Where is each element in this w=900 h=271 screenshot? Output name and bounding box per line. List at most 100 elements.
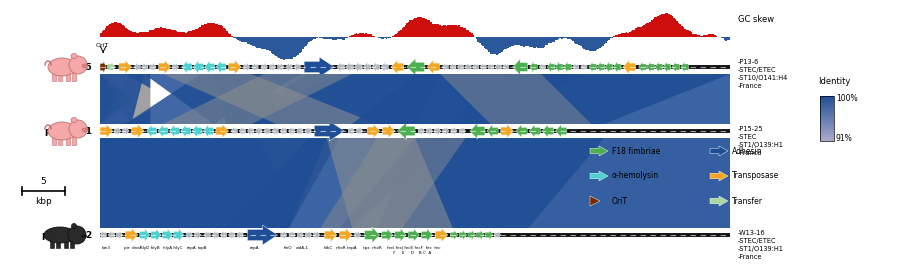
- Polygon shape: [480, 63, 486, 71]
- Circle shape: [69, 56, 87, 74]
- Polygon shape: [436, 228, 448, 242]
- Polygon shape: [543, 124, 553, 137]
- Polygon shape: [100, 231, 106, 240]
- Polygon shape: [238, 74, 440, 124]
- Text: OriT: OriT: [96, 43, 109, 48]
- Bar: [820, 127, 834, 128]
- Polygon shape: [100, 74, 188, 124]
- Polygon shape: [477, 230, 484, 240]
- Ellipse shape: [82, 64, 88, 68]
- Bar: [50, 241, 54, 248]
- Bar: [52, 73, 56, 81]
- Bar: [52, 137, 56, 145]
- Polygon shape: [289, 231, 295, 240]
- Text: pP1525-1: pP1525-1: [44, 127, 92, 136]
- Polygon shape: [229, 231, 235, 240]
- Bar: [820, 125, 834, 126]
- Ellipse shape: [71, 224, 76, 228]
- Polygon shape: [278, 63, 284, 72]
- Bar: [820, 97, 834, 98]
- Text: fecI fecJ fecE fecF  fec  fec
     F     E     D    B C  A: fecI fecJ fecE fecF fec fec F E D B C A: [387, 246, 440, 255]
- Polygon shape: [530, 62, 537, 73]
- Polygon shape: [395, 228, 406, 241]
- Polygon shape: [382, 228, 393, 241]
- Text: OriT: OriT: [612, 196, 628, 205]
- Bar: [820, 96, 834, 141]
- Polygon shape: [320, 138, 465, 228]
- Polygon shape: [408, 228, 419, 241]
- Polygon shape: [407, 59, 425, 76]
- Text: tpx  rhoR: tpx rhoR: [363, 246, 382, 250]
- Polygon shape: [100, 138, 327, 228]
- Polygon shape: [192, 124, 202, 137]
- Polygon shape: [563, 62, 572, 73]
- Polygon shape: [382, 124, 395, 138]
- Polygon shape: [286, 63, 292, 72]
- Polygon shape: [710, 146, 728, 156]
- Polygon shape: [313, 231, 320, 240]
- Polygon shape: [381, 62, 389, 72]
- Bar: [820, 103, 834, 104]
- Polygon shape: [590, 171, 608, 181]
- Polygon shape: [203, 124, 213, 137]
- Polygon shape: [348, 127, 355, 136]
- Text: oidA-1: oidA-1: [295, 246, 309, 250]
- Polygon shape: [305, 127, 311, 136]
- Text: kbp: kbp: [35, 197, 52, 206]
- Bar: [820, 139, 834, 140]
- Text: -W13-16
-STEC/ETEC
-ST1/O139:H1
-France: -W13-16 -STEC/ETEC -ST1/O139:H1 -France: [738, 230, 784, 260]
- Polygon shape: [488, 63, 494, 71]
- Bar: [70, 241, 74, 248]
- Bar: [820, 137, 834, 138]
- Text: pP136-5: pP136-5: [50, 63, 92, 72]
- Bar: [820, 109, 834, 110]
- Bar: [820, 106, 834, 107]
- Polygon shape: [468, 230, 475, 240]
- Polygon shape: [547, 62, 555, 73]
- Polygon shape: [529, 124, 540, 137]
- Polygon shape: [216, 124, 229, 138]
- Polygon shape: [516, 124, 527, 137]
- Polygon shape: [355, 231, 361, 240]
- Polygon shape: [163, 74, 377, 124]
- Polygon shape: [639, 62, 646, 73]
- Polygon shape: [472, 63, 479, 71]
- Text: Transfer: Transfer: [732, 196, 763, 205]
- Bar: [56, 241, 60, 248]
- Polygon shape: [421, 228, 433, 241]
- Polygon shape: [297, 231, 303, 240]
- Polygon shape: [220, 231, 227, 240]
- Ellipse shape: [82, 128, 88, 132]
- Bar: [820, 107, 834, 108]
- Text: α-hemolysin: α-hemolysin: [612, 172, 659, 180]
- Bar: [820, 112, 834, 113]
- Polygon shape: [450, 63, 456, 71]
- Text: hlyA hlyC: hlyA hlyC: [163, 246, 183, 250]
- Polygon shape: [163, 74, 339, 124]
- Polygon shape: [158, 60, 171, 74]
- Text: F18 fimbriae: F18 fimbriae: [612, 147, 661, 156]
- Text: finO: finO: [284, 246, 292, 250]
- Text: Adhesin: Adhesin: [732, 147, 762, 156]
- Bar: [66, 137, 70, 145]
- Bar: [820, 114, 834, 115]
- Polygon shape: [435, 127, 441, 136]
- Polygon shape: [116, 231, 122, 240]
- Polygon shape: [194, 60, 203, 73]
- Bar: [820, 128, 834, 129]
- Bar: [820, 138, 834, 139]
- Polygon shape: [647, 62, 654, 73]
- Polygon shape: [597, 62, 605, 73]
- Bar: [64, 241, 68, 248]
- Bar: [820, 108, 834, 109]
- Bar: [820, 119, 834, 120]
- Polygon shape: [572, 63, 579, 71]
- Polygon shape: [147, 124, 157, 137]
- Bar: [58, 73, 62, 81]
- Polygon shape: [158, 124, 168, 137]
- Polygon shape: [140, 228, 149, 241]
- Bar: [820, 98, 834, 99]
- Polygon shape: [229, 60, 241, 74]
- Bar: [820, 101, 834, 102]
- Polygon shape: [710, 196, 728, 206]
